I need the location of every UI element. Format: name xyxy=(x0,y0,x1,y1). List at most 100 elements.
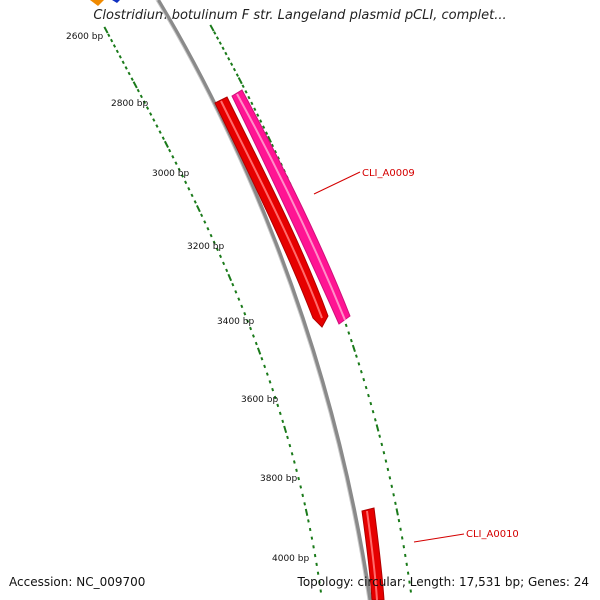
partial-features xyxy=(90,0,120,6)
outer-major-tick xyxy=(395,508,399,516)
outer-minor-tick xyxy=(259,119,263,123)
summary-text: Topology: circular; Length: 17,531 bp; G… xyxy=(297,575,589,589)
outer-minor-tick xyxy=(232,67,237,72)
inner-major-tick xyxy=(103,26,109,34)
inner-minor-tick xyxy=(234,290,238,294)
outer-minor-tick xyxy=(347,331,351,335)
inner-minor-tick xyxy=(142,100,147,105)
inner-major-tick xyxy=(283,425,288,434)
inner-minor-tick xyxy=(121,60,125,65)
gene-reverse-strand[interactable] xyxy=(214,96,329,328)
inner-minor-tick xyxy=(246,319,250,323)
inner-minor-tick xyxy=(313,553,317,558)
outer-minor-tick xyxy=(253,107,257,112)
inner-minor-tick xyxy=(161,136,165,141)
tick-label-3600: 3600 bp xyxy=(241,395,278,405)
inner-minor-tick xyxy=(193,200,197,204)
inner-minor-tick xyxy=(215,247,219,252)
inner-minor-tick xyxy=(127,71,131,76)
inner-minor-tick xyxy=(136,88,140,93)
inner-minor-tick xyxy=(290,452,294,456)
gene-cli-a0009-shine xyxy=(236,93,346,321)
inner-minor-tick xyxy=(288,443,292,448)
outer-minor-tick xyxy=(373,418,377,422)
backbone-highlight xyxy=(155,0,369,600)
tick-label-2600: 2600 bp xyxy=(66,32,103,42)
inner-minor-tick xyxy=(212,240,216,245)
inner-major-tick xyxy=(163,140,169,148)
outer-minor-tick xyxy=(273,149,277,154)
outer-minor-tick xyxy=(400,536,404,540)
inner-minor-tick xyxy=(240,304,244,309)
outer-minor-tick xyxy=(397,518,401,523)
outer-minor-tick xyxy=(241,84,245,89)
inner-minor-tick xyxy=(190,193,194,198)
outer-minor-tick xyxy=(402,545,406,549)
outer-minor-tick xyxy=(378,434,382,438)
outer-minor-tick xyxy=(384,459,388,463)
inner-minor-tick xyxy=(218,254,223,259)
inner-minor-tick xyxy=(174,161,178,165)
inner-minor-tick xyxy=(297,476,300,481)
outer-minor-tick xyxy=(364,385,368,390)
cli-a0009-label[interactable]: CLI_A0009 xyxy=(362,168,415,179)
inner-minor-tick xyxy=(206,226,210,231)
inner-tick-track xyxy=(103,26,322,593)
outer-minor-tick xyxy=(386,467,390,472)
inner-minor-tick xyxy=(310,536,314,540)
inner-minor-tick xyxy=(115,49,119,54)
outer-minor-tick xyxy=(394,501,397,506)
inner-minor-tick xyxy=(293,460,296,464)
outer-minor-tick xyxy=(371,409,375,414)
gene-reverse-strand-shine xyxy=(220,100,323,319)
outer-minor-tick xyxy=(392,493,395,497)
inner-minor-tick xyxy=(308,527,312,532)
outer-minor-tick xyxy=(382,450,386,455)
cli-a0010-label-line xyxy=(413,533,465,543)
inner-minor-tick xyxy=(307,519,310,523)
inner-minor-tick xyxy=(110,38,114,43)
outer-minor-tick xyxy=(390,484,394,488)
orange-feature-fragment xyxy=(90,0,104,6)
outer-minor-tick xyxy=(367,393,370,398)
outer-minor-tick xyxy=(250,101,254,106)
cli-a0010-label[interactable]: CLI_A0010 xyxy=(466,529,519,540)
inner-minor-tick xyxy=(177,167,181,172)
gene-cli-a0009[interactable] xyxy=(231,89,351,325)
tick-label-3800: 3800 bp xyxy=(260,474,297,484)
inner-minor-tick xyxy=(184,180,188,185)
outer-major-tick xyxy=(267,135,272,143)
inner-minor-tick xyxy=(263,364,267,369)
outer-minor-tick xyxy=(230,62,234,66)
inner-minor-tick xyxy=(231,282,235,287)
outer-minor-tick xyxy=(215,36,220,40)
outer-minor-tick xyxy=(362,377,366,382)
inner-minor-tick xyxy=(152,118,156,122)
tick-label-3400: 3400 bp xyxy=(217,317,254,327)
inner-minor-tick xyxy=(200,213,204,218)
inner-minor-tick xyxy=(251,334,255,338)
outer-minor-tick xyxy=(359,370,363,374)
inner-minor-tick xyxy=(243,311,247,316)
inner-minor-tick xyxy=(265,372,269,376)
inner-minor-tick xyxy=(295,468,298,472)
accession-text: Accession: NC_009700 xyxy=(9,575,146,589)
outer-minor-tick xyxy=(262,125,266,129)
inner-minor-tick xyxy=(237,297,241,301)
tick-label-4000: 4000 bp xyxy=(272,554,309,564)
outer-minor-tick xyxy=(399,527,402,531)
outer-minor-tick xyxy=(213,31,217,35)
inner-minor-tick xyxy=(281,419,285,424)
outer-minor-tick xyxy=(349,338,353,343)
outer-major-tick xyxy=(209,24,215,32)
outer-minor-tick xyxy=(235,73,239,77)
inner-minor-tick xyxy=(312,545,315,549)
inner-minor-tick xyxy=(107,33,111,38)
inner-minor-tick xyxy=(273,395,277,400)
tick-label-3000: 3000 bp xyxy=(152,169,189,179)
inner-minor-tick xyxy=(139,94,143,99)
inner-minor-tick xyxy=(254,341,258,346)
outer-minor-tick xyxy=(355,354,358,358)
inner-major-tick xyxy=(132,81,138,89)
